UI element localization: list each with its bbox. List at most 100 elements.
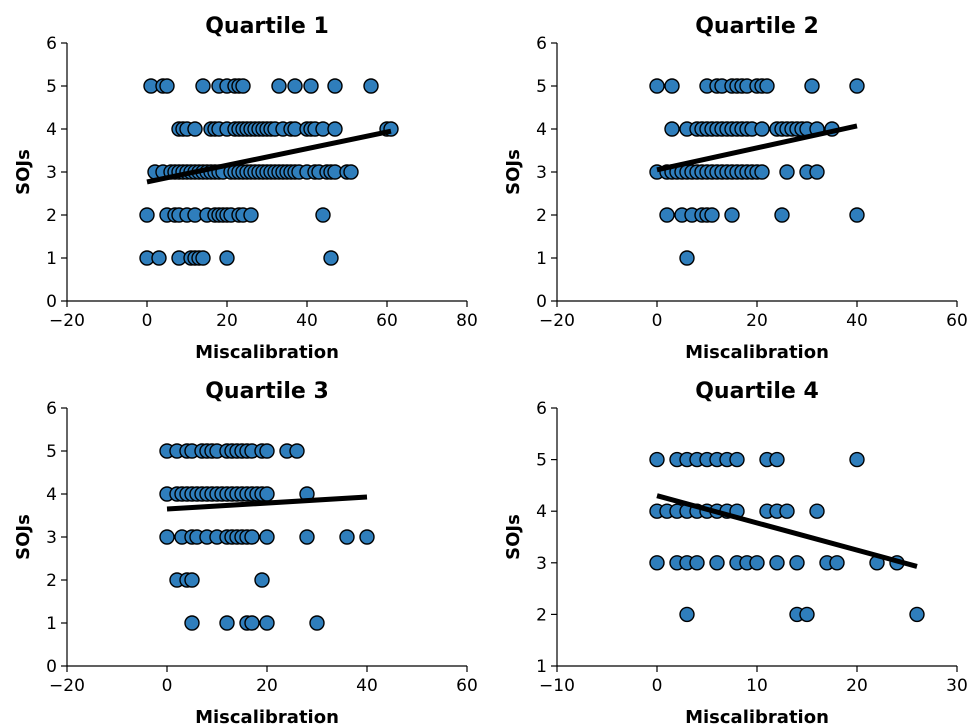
- trend-line: [166, 494, 368, 512]
- x-tick-label: 0: [162, 676, 173, 696]
- x-tick-label: 20: [216, 311, 238, 331]
- x-tick-label: 80: [456, 311, 478, 331]
- data-point: [849, 451, 865, 468]
- x-axis-label: Miscalibration: [685, 342, 829, 363]
- data-point: [779, 164, 795, 180]
- data-point: [849, 78, 865, 94]
- x-tick-label: 60: [456, 676, 478, 696]
- x-tick-label: 30: [946, 676, 968, 696]
- data-point: [769, 555, 785, 571]
- data-point: [323, 250, 339, 266]
- data-point: [259, 615, 275, 631]
- x-tick-label: −20: [49, 676, 85, 696]
- data-point: [243, 207, 259, 223]
- data-point: [159, 529, 175, 545]
- data-point: [359, 529, 375, 545]
- data-point: [303, 78, 319, 94]
- y-axis-label: SOJs: [503, 514, 524, 560]
- y-tick-label: 3: [46, 163, 57, 183]
- y-tick-label: 2: [536, 206, 547, 226]
- y-tick-label: 6: [46, 399, 57, 419]
- y-tick-label: 4: [536, 502, 547, 522]
- data-point: [187, 121, 203, 137]
- y-tick-label: 4: [46, 485, 57, 505]
- data-point: [759, 78, 775, 94]
- y-tick-label: 0: [46, 292, 57, 312]
- data-point: [769, 451, 785, 468]
- y-tick-label: 3: [46, 528, 57, 548]
- y-tick-label: 1: [536, 249, 547, 269]
- data-point: [139, 207, 155, 223]
- data-point: [184, 615, 200, 631]
- data-point: [343, 164, 359, 180]
- x-tick-label: 20: [256, 676, 278, 696]
- data-point: [829, 555, 845, 571]
- data-point: [809, 503, 825, 519]
- data-point: [754, 164, 770, 180]
- x-tick-label: 60: [376, 311, 398, 331]
- data-point: [244, 615, 260, 631]
- data-point: [679, 606, 695, 623]
- data-point: [259, 486, 275, 502]
- trend-line: [656, 123, 858, 173]
- data-point: [664, 78, 680, 94]
- data-point: [679, 250, 695, 266]
- x-tick-label: 0: [142, 311, 153, 331]
- x-tick-label: −10: [539, 676, 575, 696]
- x-tick-label: −20: [539, 311, 575, 331]
- y-tick-label: 0: [46, 657, 57, 677]
- x-tick-label: 0: [652, 676, 663, 696]
- y-tick-label: 2: [46, 206, 57, 226]
- data-point: [799, 606, 815, 623]
- y-tick-label: 2: [46, 571, 57, 591]
- data-point: [309, 615, 325, 631]
- data-point: [195, 78, 211, 94]
- data-point: [219, 615, 235, 631]
- y-tick-label: 6: [46, 34, 57, 54]
- data-point: [271, 78, 287, 94]
- y-axis-label: SOJs: [503, 149, 524, 195]
- data-point: [749, 555, 765, 571]
- data-point: [649, 78, 665, 94]
- data-point: [259, 443, 275, 459]
- x-tick-label: 40: [356, 676, 378, 696]
- x-tick-label: 60: [946, 311, 968, 331]
- x-axis-label: Miscalibration: [685, 707, 829, 727]
- data-point: [689, 555, 705, 571]
- y-tick-label: 1: [536, 657, 547, 677]
- x-tick-label: 10: [746, 676, 768, 696]
- data-point: [235, 78, 251, 94]
- y-tick-label: 3: [536, 163, 547, 183]
- y-tick-label: 0: [536, 292, 547, 312]
- data-point: [254, 572, 270, 588]
- chart-title: Quartile 4: [695, 379, 819, 404]
- data-point: [664, 121, 680, 137]
- data-point: [809, 164, 825, 180]
- y-tick-label: 5: [46, 442, 57, 462]
- data-point: [339, 529, 355, 545]
- data-point: [151, 250, 167, 266]
- y-tick-label: 4: [46, 120, 57, 140]
- data-point: [327, 78, 343, 94]
- data-point: [659, 207, 675, 223]
- data-point: [159, 78, 175, 94]
- x-tick-label: 0: [652, 311, 663, 331]
- data-point: [779, 503, 795, 519]
- data-point: [299, 529, 315, 545]
- data-point: [909, 606, 925, 623]
- data-point: [804, 78, 820, 94]
- data-point: [709, 555, 725, 571]
- x-tick-label: 40: [846, 311, 868, 331]
- trend-line: [146, 128, 392, 185]
- data-point: [704, 207, 720, 223]
- data-point: [363, 78, 379, 94]
- data-point: [789, 555, 805, 571]
- x-tick-label: 40: [296, 311, 318, 331]
- y-tick-label: 1: [46, 249, 57, 269]
- data-point: [774, 207, 790, 223]
- data-point: [184, 572, 200, 588]
- trend-line: [656, 493, 918, 569]
